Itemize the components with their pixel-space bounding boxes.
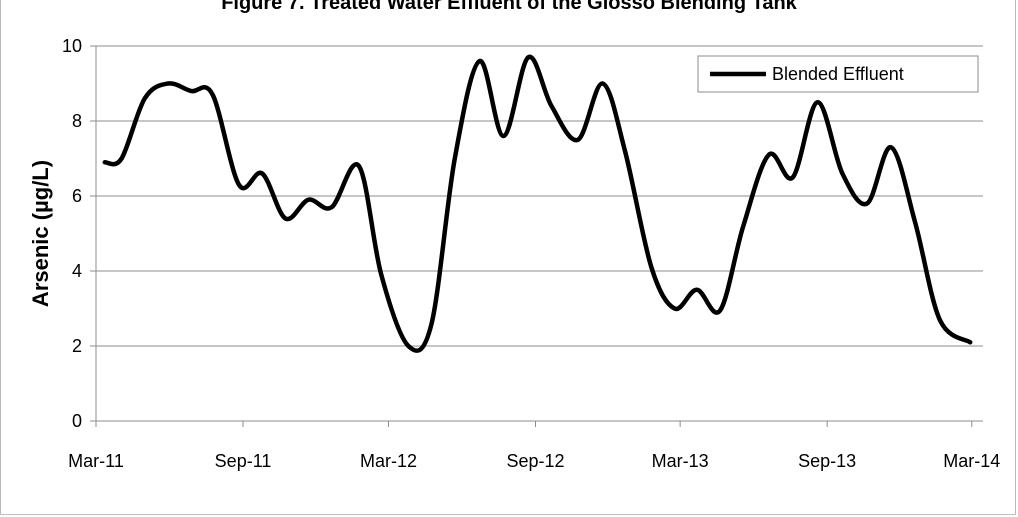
x-tick-label: Sep-12: [506, 451, 564, 471]
data-point: [791, 175, 795, 179]
y-tick-label: 2: [72, 336, 82, 356]
data-point: [550, 104, 554, 108]
data-point: [673, 307, 677, 311]
data-point: [502, 134, 506, 138]
chart-title: Figure 7. Treated Water Effluent of the …: [221, 0, 797, 14]
data-point: [330, 205, 334, 209]
data-point: [718, 308, 722, 312]
data-point: [816, 100, 820, 104]
y-tick-label: 6: [72, 186, 82, 206]
data-point: [649, 265, 653, 269]
data-point: [968, 340, 972, 344]
y-tick-label: 0: [72, 411, 82, 431]
data-point: [357, 164, 361, 168]
data-point: [741, 224, 745, 228]
data-point: [913, 220, 917, 224]
data-point: [889, 145, 893, 149]
x-tick-label: Sep-11: [215, 451, 272, 471]
y-tick-label: 10: [62, 36, 82, 56]
data-point: [695, 288, 699, 292]
x-tick-label: Sep-13: [798, 451, 856, 471]
data-point: [379, 273, 383, 277]
data-point: [453, 157, 457, 161]
data-point: [526, 55, 530, 59]
data-point: [865, 202, 869, 206]
data-point: [576, 138, 580, 142]
y-tick-label: 8: [72, 111, 82, 131]
y-tick-label: 4: [72, 261, 82, 281]
data-point: [103, 160, 107, 164]
data-point: [283, 217, 287, 221]
data-point: [260, 172, 264, 176]
data-point: [120, 157, 124, 161]
x-tick-label: Mar-12: [360, 451, 417, 471]
data-point: [430, 322, 434, 326]
data-point: [601, 82, 605, 86]
series-line: [102, 54, 973, 353]
data-point: [938, 318, 942, 322]
data-point: [307, 198, 311, 202]
x-tick-label: Mar-13: [652, 451, 709, 471]
x-tick-label: Mar-11: [68, 451, 124, 471]
y-axis-label: Arsenic (µg/L): [28, 160, 53, 307]
legend-label: Blended Effluent: [772, 64, 904, 84]
data-point: [406, 344, 410, 348]
data-point: [623, 149, 627, 153]
data-point: [767, 153, 771, 157]
data-point: [840, 172, 844, 176]
data-point: [237, 183, 241, 187]
x-tick-label: Mar-14: [943, 451, 1000, 471]
data-point: [189, 89, 193, 93]
data-point: [211, 93, 215, 97]
data-point: [478, 59, 482, 63]
data-point: [143, 97, 147, 101]
data-point: [166, 82, 170, 86]
